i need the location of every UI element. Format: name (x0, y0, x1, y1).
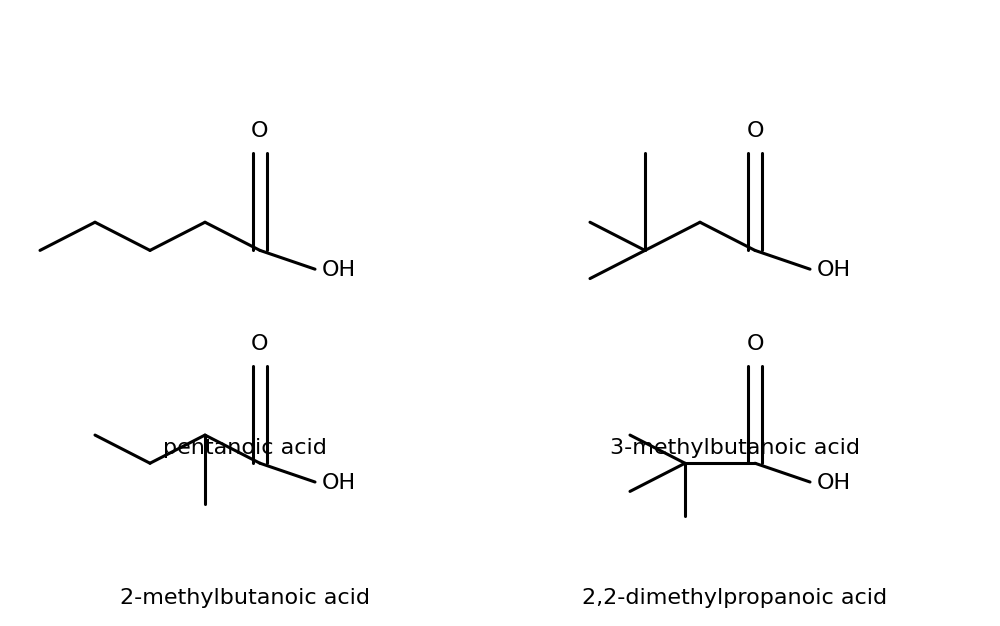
Text: OH: OH (322, 473, 356, 493)
Text: OH: OH (817, 260, 851, 280)
Text: O: O (746, 121, 764, 141)
Text: 2-methylbutanoic acid: 2-methylbutanoic acid (120, 588, 370, 608)
Text: O: O (746, 334, 764, 354)
Text: O: O (251, 334, 269, 354)
Text: OH: OH (322, 260, 356, 280)
Text: 2,2-dimethylpropanoic acid: 2,2-dimethylpropanoic acid (582, 588, 888, 608)
Text: pentanoic acid: pentanoic acid (163, 438, 327, 458)
Text: O: O (251, 121, 269, 141)
Text: 3-methylbutanoic acid: 3-methylbutanoic acid (610, 438, 860, 458)
Text: OH: OH (817, 473, 851, 493)
